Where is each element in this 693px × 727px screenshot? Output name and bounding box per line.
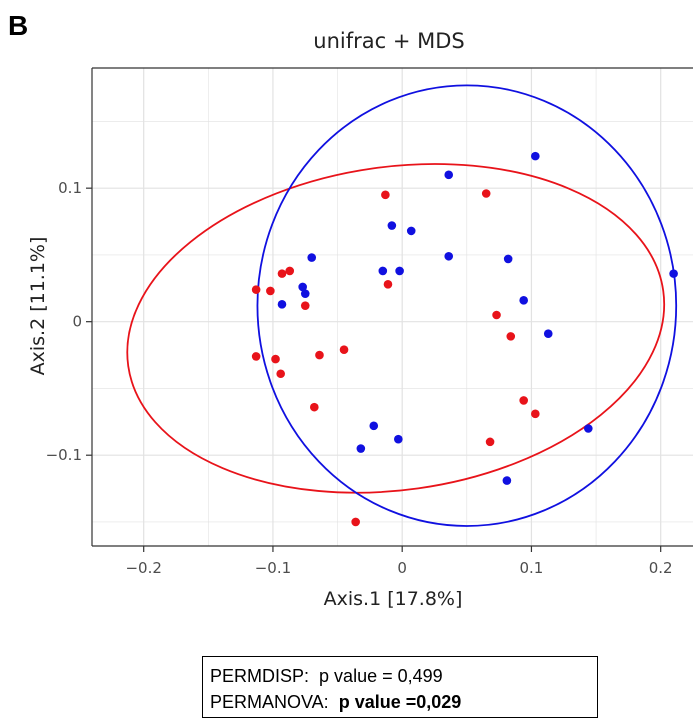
data-point-series-2 — [277, 300, 287, 309]
data-point-series-1 — [485, 437, 495, 447]
confidence-ellipse-2 — [256, 84, 678, 527]
axis-ticks: −0.2 −0.1 0 0.1 0.2 −0.1 0 0.1 — [46, 179, 673, 577]
permdisp-line: PERMDISP: p value = 0,499 — [210, 663, 591, 689]
data-point-series-1 — [251, 352, 261, 361]
data-point-series-1 — [492, 310, 501, 320]
data-point-series-2 — [503, 254, 513, 264]
statistics-box: PERMDISP: p value = 0,499 PERMANOVA: p v… — [202, 656, 598, 718]
data-point-series-1 — [519, 396, 528, 405]
data-point-series-2 — [298, 282, 307, 292]
data-point-series-1 — [531, 409, 540, 419]
confidence-ellipse-1 — [126, 163, 666, 494]
data-point-series-2 — [669, 269, 678, 278]
plot-panel — [92, 68, 693, 546]
x-tick-label: −0.2 — [125, 559, 161, 577]
data-point-series-2 — [444, 251, 454, 261]
data-point-series-2 — [584, 424, 593, 433]
x-axis-label: Axis.1 [17.8%] — [324, 588, 463, 610]
data-point-series-2 — [519, 296, 528, 305]
data-point-series-2 — [444, 170, 454, 180]
data-point-series-2 — [307, 253, 317, 262]
data-point-series-2 — [356, 444, 366, 453]
data-point-series-2 — [531, 151, 540, 161]
data-point-series-1 — [300, 301, 310, 310]
y-tick-label: −0.1 — [46, 446, 82, 464]
data-point-series-1 — [310, 402, 319, 412]
permanova-label: PERMANOVA: — [210, 692, 329, 712]
data-point-series-2 — [387, 221, 397, 230]
data-point-series-1 — [277, 269, 287, 278]
scatter-chart: unifrac + MDS −0.2 −0.1 0 0.1 0.2 −0.1 0 0.1 Ax… — [27, 29, 693, 610]
data-point-series-1 — [285, 266, 295, 276]
y-tick-label: 0 — [72, 313, 82, 331]
data-point-series-1 — [339, 345, 349, 355]
data-point-series-2 — [406, 226, 416, 236]
data-point-series-2 — [502, 476, 512, 485]
data-point-series-1 — [506, 332, 516, 341]
data-point-series-2 — [395, 266, 404, 276]
data-point-series-1 — [383, 280, 393, 289]
data-point-series-1 — [266, 286, 275, 296]
permanova-value: p value =0,029 — [338, 692, 462, 712]
x-tick-label: 0.1 — [520, 559, 544, 577]
data-point-series-2 — [369, 421, 379, 431]
data-point-series-2 — [300, 289, 310, 298]
permdisp-value: p value = 0,499 — [319, 666, 443, 686]
permanova-line: PERMANOVA: p value =0,029 — [210, 689, 591, 715]
x-tick-label: 0 — [397, 559, 407, 577]
x-tick-label: −0.1 — [255, 559, 291, 577]
y-axis-label: Axis.2 [11.1%] — [27, 237, 49, 376]
data-point-series-1 — [251, 285, 261, 294]
confidence-ellipses — [126, 84, 678, 527]
panel-label: B — [8, 10, 29, 41]
data-point-series-1 — [315, 350, 324, 360]
data-point-series-1 — [481, 189, 491, 198]
y-tick-label: 0.1 — [58, 179, 82, 197]
chart-title: unifrac + MDS — [313, 29, 464, 53]
data-point-series-1 — [276, 369, 286, 379]
permdisp-label: PERMDISP: — [210, 666, 310, 686]
grid-lines — [92, 68, 693, 546]
x-tick-label: 0.2 — [649, 559, 673, 577]
data-point-series-2 — [543, 329, 553, 339]
data-points — [251, 151, 678, 527]
data-point-series-2 — [394, 434, 403, 444]
data-point-series-1 — [381, 190, 390, 200]
data-point-series-1 — [351, 517, 360, 527]
data-point-series-2 — [378, 266, 388, 276]
data-point-series-1 — [271, 354, 280, 364]
